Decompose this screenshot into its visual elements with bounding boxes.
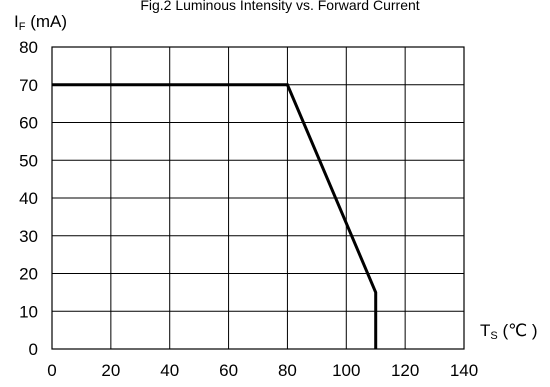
- x-tick-label: 120: [391, 361, 419, 380]
- plot-frame: [51, 46, 465, 350]
- y-tick-label: 70: [19, 76, 38, 95]
- x-axis-label-sub: S: [490, 330, 497, 342]
- x-tick-label: 0: [47, 361, 56, 380]
- y-tick-labels: 0 10 20 30 40 50 60 70 80: [19, 38, 38, 359]
- y-axis-label-main: I: [14, 12, 19, 31]
- y-tick-label: 10: [19, 302, 38, 321]
- y-axis-label-unit: (mA): [25, 12, 67, 31]
- x-axis-label: TS (℃ ): [480, 321, 538, 342]
- x-tick-labels: 0 20 40 60 80 100 120 140: [47, 361, 478, 380]
- x-tick-label: 60: [219, 361, 238, 380]
- y-tick-label: 50: [19, 151, 38, 170]
- x-tick-label: 80: [278, 361, 297, 380]
- y-tick-label: 20: [19, 265, 38, 284]
- x-tick-label: 100: [332, 361, 360, 380]
- x-tick-label: 140: [450, 361, 478, 380]
- y-axis-label-sub: F: [19, 21, 26, 33]
- chart-title: Fig.2 Luminous Intensity vs. Forward Cur…: [140, 0, 419, 13]
- grid-lines: [52, 47, 464, 349]
- y-tick-label: 0: [29, 340, 38, 359]
- x-tick-label: 40: [160, 361, 179, 380]
- derating-curve-line: [52, 83, 378, 349]
- y-axis-label: IF (mA): [14, 12, 67, 33]
- y-tick-label: 80: [19, 38, 38, 57]
- y-tick-label: 60: [19, 114, 38, 133]
- y-tick-label: 30: [19, 227, 38, 246]
- y-tick-label: 40: [19, 189, 38, 208]
- x-tick-label: 20: [101, 361, 120, 380]
- series-layer: [52, 83, 378, 349]
- x-axis-label-main: T: [480, 321, 490, 340]
- x-axis-label-unit: (℃ ): [498, 321, 538, 340]
